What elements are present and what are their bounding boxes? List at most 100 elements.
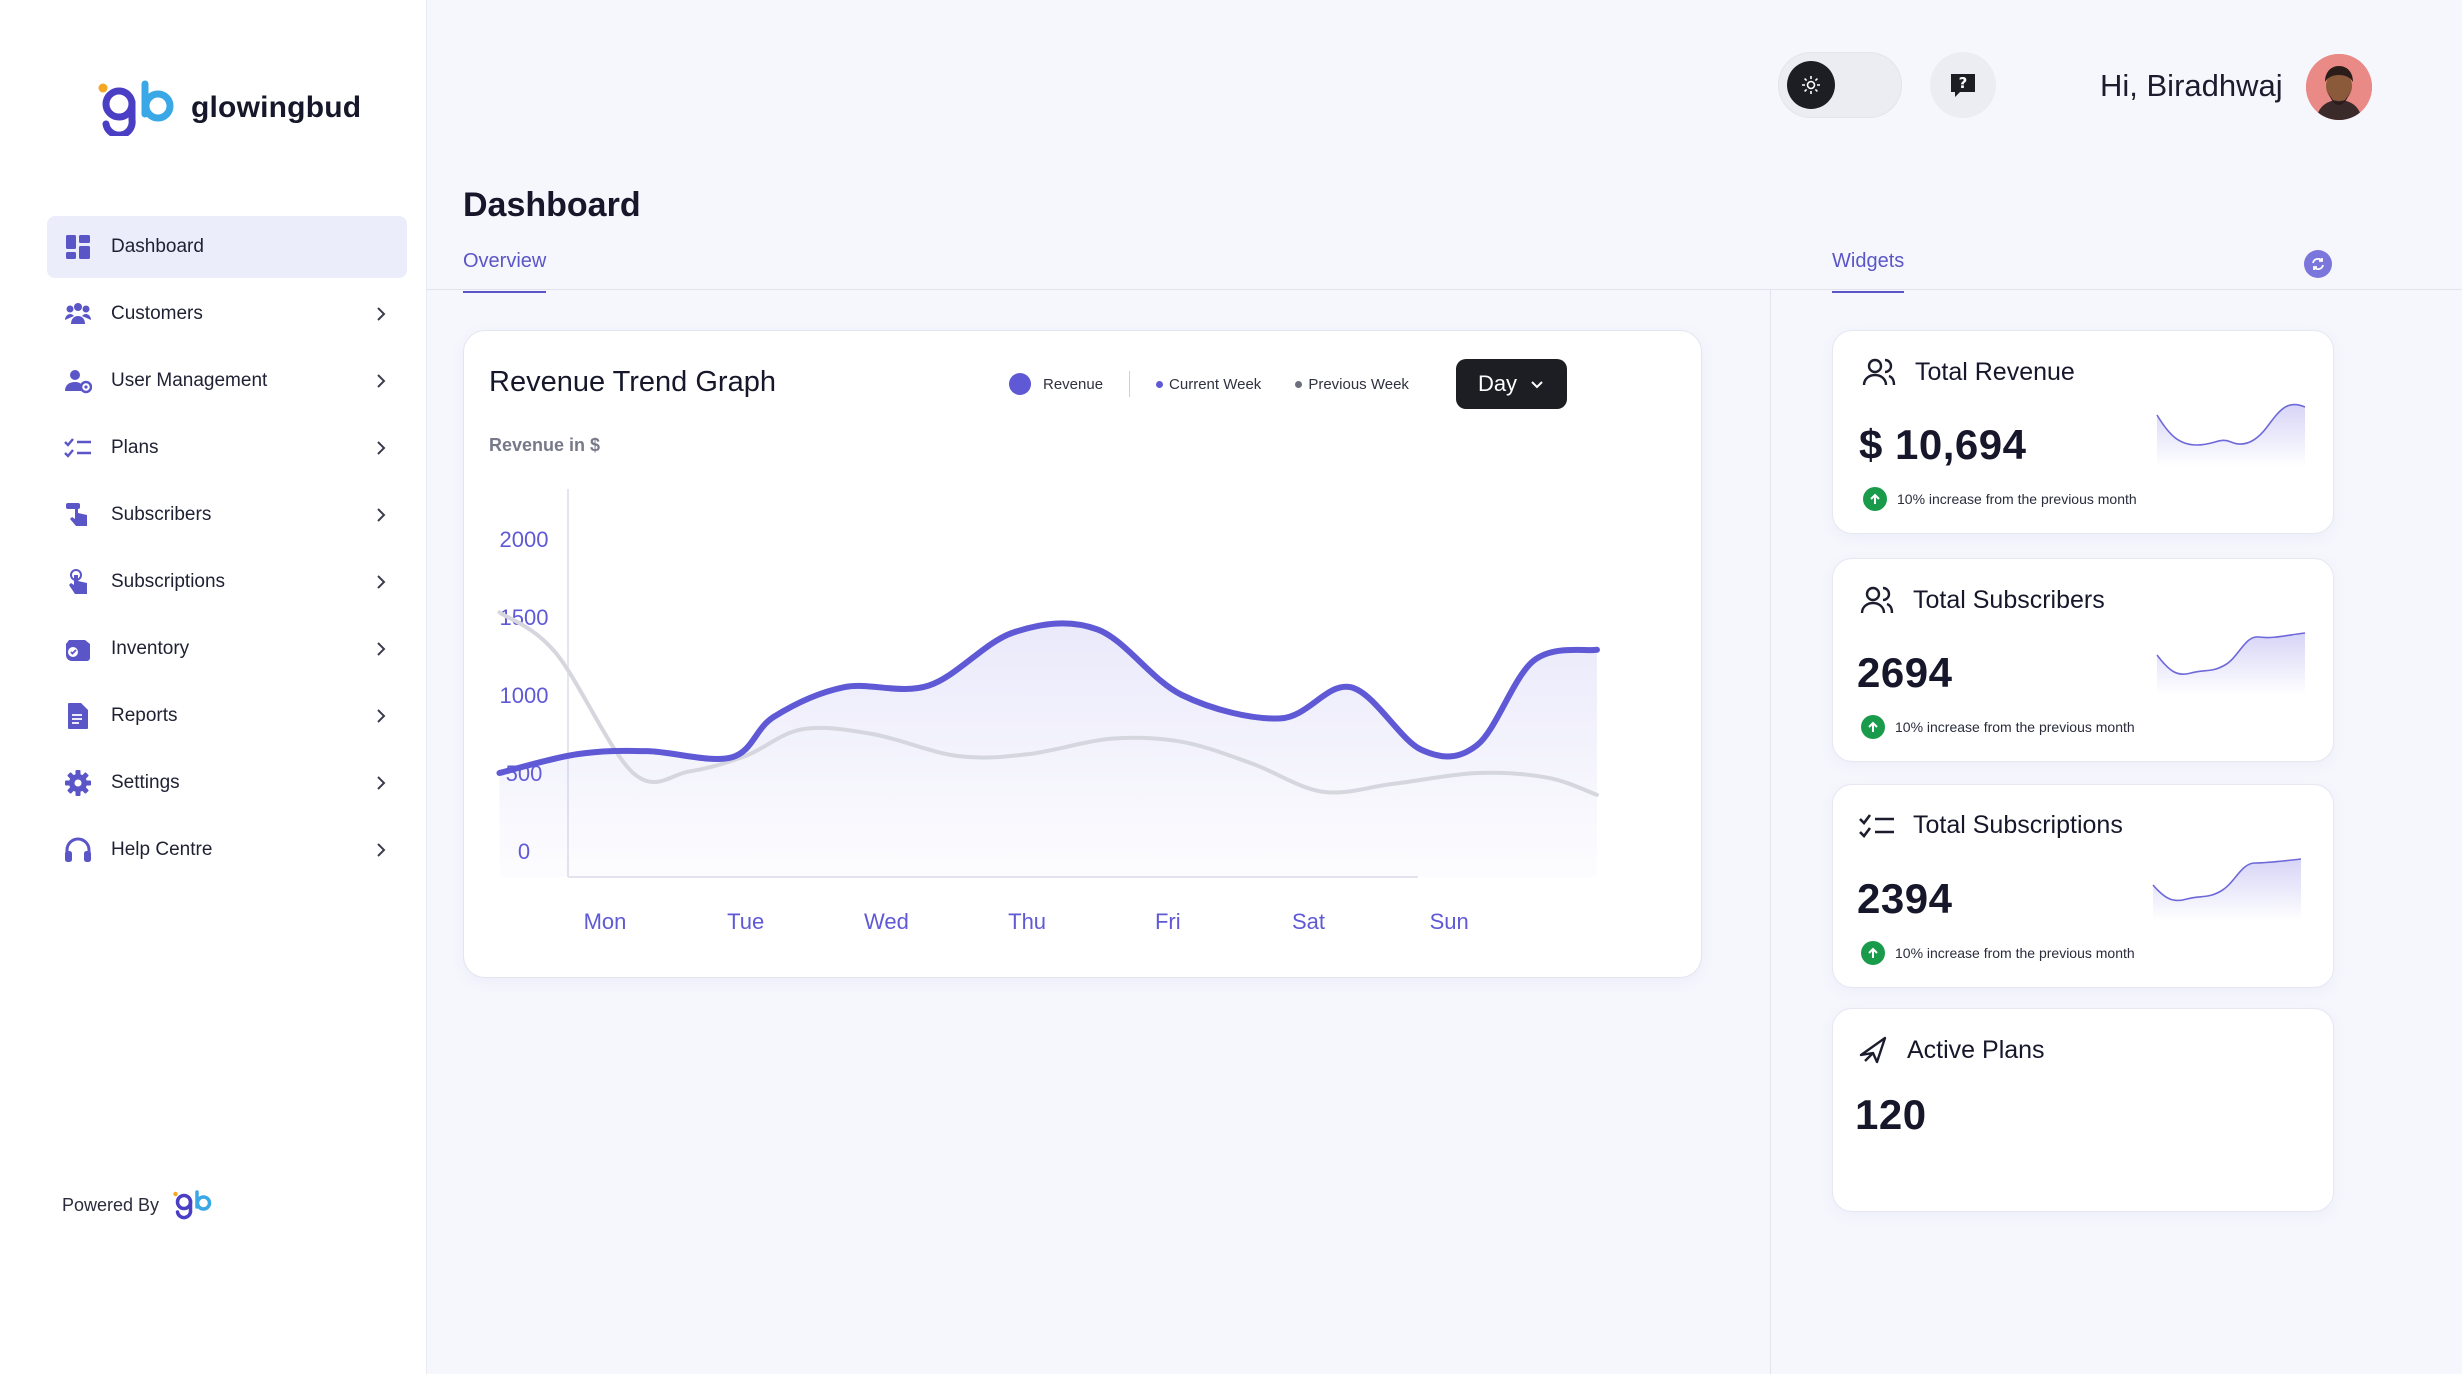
checklist-icon	[1859, 813, 1894, 838]
help-button[interactable]: ?	[1930, 52, 1996, 118]
widget-title: Active Plans	[1907, 1035, 2045, 1064]
hand-pointer-icon	[63, 500, 93, 530]
sidebar-item-help-centre[interactable]: Help Centre	[47, 819, 407, 881]
widget-active-plans[interactable]: Active Plans 120	[1832, 1008, 2334, 1212]
chevron-right-icon	[377, 307, 386, 321]
sidebar-item-label: Dashboard	[111, 236, 204, 257]
powered-by-label: Powered By	[62, 1194, 160, 1215]
range-dropdown[interactable]: Day	[1456, 359, 1567, 409]
revenue-chart-card: 0500100015002000MonTueWedThuFriSatSun Re…	[463, 330, 1702, 978]
x-tick-label: Fri	[1155, 909, 1181, 934]
sidebar: glowingbud Dashboard Customers User Mana…	[0, 0, 427, 1374]
legend-revenue: Revenue	[1043, 375, 1104, 393]
widget-value: 2694	[1857, 649, 1953, 696]
sidebar-item-label: Subscriptions	[111, 571, 226, 592]
widget-header: Active Plans	[1857, 1035, 2045, 1065]
brand-name: glowingbud	[191, 91, 362, 124]
subscriptions-sparkline	[2152, 858, 2301, 921]
sidebar-item-label: Plans	[111, 437, 159, 458]
tab-overview[interactable]: Overview	[463, 250, 547, 293]
legend-separator	[1129, 371, 1131, 397]
widget-title: Total Subscriptions	[1913, 811, 2123, 839]
panel-divider	[1770, 290, 1771, 1374]
sun-icon	[1787, 61, 1835, 109]
previous-week-dot-icon	[1295, 380, 1303, 388]
glowingbud-small-logo-icon	[173, 1190, 212, 1220]
sidebar-item-label: Customers	[111, 303, 203, 324]
chevron-right-icon	[377, 374, 386, 388]
refresh-widgets-button[interactable]	[2304, 250, 2332, 278]
sidebar-item-inventory[interactable]: Inventory	[47, 618, 407, 680]
user-avatar-icon	[2306, 54, 2372, 120]
range-dropdown-value: Day	[1477, 371, 1518, 396]
sidebar-item-label: User Management	[111, 370, 268, 391]
powered-by: Powered By	[62, 1190, 213, 1220]
legend-previous-week[interactable]: Previous Week	[1308, 375, 1409, 393]
document-icon	[63, 701, 93, 731]
revenue-legend-dot-icon	[1009, 373, 1031, 395]
x-tick-label: Tue	[727, 909, 764, 934]
avatar[interactable]	[2306, 54, 2372, 120]
gear-icon	[63, 768, 93, 798]
widget-trend-note: 10% increase from the previous month	[1861, 715, 2135, 739]
arrow-up-icon	[1863, 487, 1887, 511]
x-tick-label: Sun	[1430, 909, 1469, 934]
widget-total-subscriptions[interactable]: Total Subscriptions 2394 10% increase fr…	[1832, 784, 2334, 988]
page-title: Dashboard	[463, 186, 641, 224]
arrow-up-icon	[1861, 941, 1885, 965]
x-tick-label: Sat	[1292, 909, 1325, 934]
legend-current-week[interactable]: Current Week	[1169, 375, 1262, 393]
widget-title: Total Revenue	[1915, 357, 2075, 386]
widget-total-revenue[interactable]: Total Revenue $ 10,694 10% increase from…	[1832, 330, 2334, 534]
dashboard-icon	[63, 232, 93, 262]
headphones-icon	[63, 835, 93, 865]
chevron-right-icon	[377, 508, 386, 522]
current-week-dot-icon	[1156, 380, 1164, 388]
arrow-up-icon	[1861, 715, 1885, 739]
widget-note-text: 10% increase from the previous month	[1897, 491, 2137, 507]
sidebar-item-user-management[interactable]: User Management	[47, 350, 407, 412]
chevron-down-icon	[1531, 381, 1543, 389]
sidebar-item-label: Inventory	[111, 638, 190, 659]
widget-title: Total Subscribers	[1913, 585, 2105, 614]
widget-header: Total Revenue	[1861, 357, 2075, 387]
glowingbud-logo-icon	[98, 80, 174, 136]
chart-y-axis-label: Revenue in $	[489, 435, 601, 455]
help-chat-icon: ?	[1951, 74, 1975, 97]
chart-title: Revenue Trend Graph	[489, 366, 776, 398]
users-icon	[1862, 358, 1896, 386]
sidebar-item-plans[interactable]: Plans	[47, 417, 407, 479]
sidebar-item-reports[interactable]: Reports	[47, 685, 407, 747]
sidebar-item-label: Help Centre	[111, 839, 213, 860]
refresh-icon	[2312, 258, 2324, 270]
widget-value: 120	[1855, 1091, 1927, 1138]
svg-text:?: ?	[1959, 74, 1968, 92]
sidebar-item-customers[interactable]: Customers	[47, 283, 407, 345]
sidebar-item-settings[interactable]: Settings	[47, 752, 407, 814]
sidebar-item-label: Reports	[111, 705, 178, 726]
sidebar-item-label: Subscribers	[111, 504, 212, 525]
tab-widgets[interactable]: Widgets	[1832, 250, 1905, 293]
widget-total-subscribers[interactable]: Total Subscribers 2694 10% increase from…	[1832, 558, 2334, 762]
chevron-right-icon	[377, 575, 386, 589]
tabs-divider	[427, 289, 2462, 290]
y-tick-label: 1000	[500, 683, 549, 708]
sidebar-item-dashboard[interactable]: Dashboard	[47, 216, 407, 278]
previous-week-line	[497, 610, 1599, 797]
brand-logo[interactable]: glowingbud	[97, 80, 361, 136]
sidebar-item-subscriptions[interactable]: Subscriptions	[47, 551, 407, 613]
users-icon	[1860, 586, 1894, 614]
sidebar-item-label: Settings	[111, 772, 180, 793]
revenue-trend-chart: 0500100015002000MonTueWedThuFriSatSun	[496, 489, 1600, 934]
x-tick-label: Thu	[1008, 909, 1046, 934]
widget-value: $ 10,694	[1859, 421, 2027, 468]
y-tick-label: 2000	[500, 527, 549, 552]
theme-toggle[interactable]	[1778, 52, 1902, 118]
user-management-icon	[63, 366, 93, 396]
current-week-line	[496, 620, 1600, 776]
send-arrow-icon	[1859, 1036, 1887, 1064]
chevron-right-icon	[377, 441, 386, 455]
widget-header: Total Subscribers	[1859, 585, 2105, 615]
sidebar-item-subscribers[interactable]: Subscribers	[47, 484, 407, 546]
x-tick-label: Mon	[584, 909, 627, 934]
